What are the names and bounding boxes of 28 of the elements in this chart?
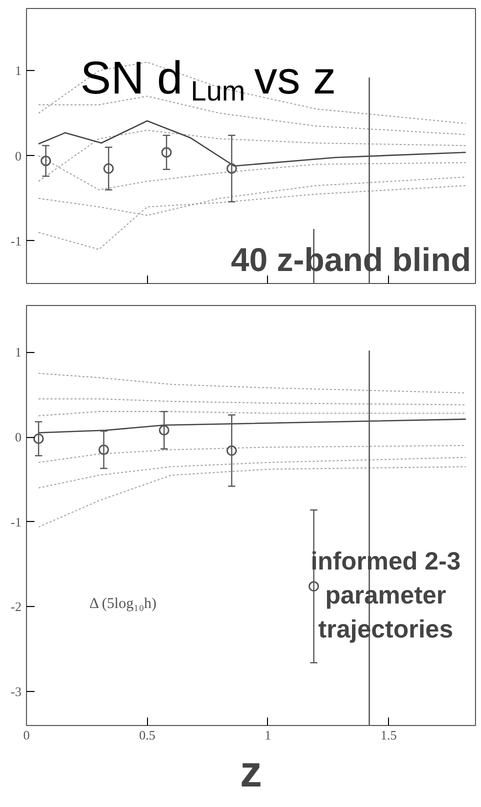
y-tick-label: -1 — [10, 233, 22, 248]
line-series — [38, 418, 466, 434]
point — [226, 445, 237, 456]
y-tick-label: -3 — [10, 684, 22, 700]
line-series — [38, 456, 466, 488]
x-tick-label: 0.5 — [139, 728, 156, 742]
y-tick-label: -2 — [10, 599, 22, 614]
point — [40, 156, 52, 166]
y-tick-label: 0 — [15, 430, 22, 445]
x-tick-label: 1.5 — [380, 728, 397, 742]
y-tick-label: 1 — [15, 63, 22, 78]
line-series — [38, 372, 466, 394]
point — [226, 163, 237, 174]
point — [161, 147, 172, 158]
x-tick-label: 1 — [264, 728, 272, 742]
line-series — [38, 466, 466, 528]
x-axis-title: z — [240, 748, 262, 796]
point — [308, 581, 320, 592]
y-tick-label: 1 — [15, 344, 22, 360]
point — [33, 433, 44, 444]
point — [98, 444, 109, 455]
annotation: Δ (5log₁₀h) — [89, 596, 157, 612]
point — [103, 163, 114, 174]
point — [158, 424, 170, 436]
y-tick-label: 0 — [15, 148, 22, 164]
line-series — [38, 120, 466, 167]
y-tick-label: -1 — [10, 514, 22, 530]
line-series — [38, 445, 466, 463]
